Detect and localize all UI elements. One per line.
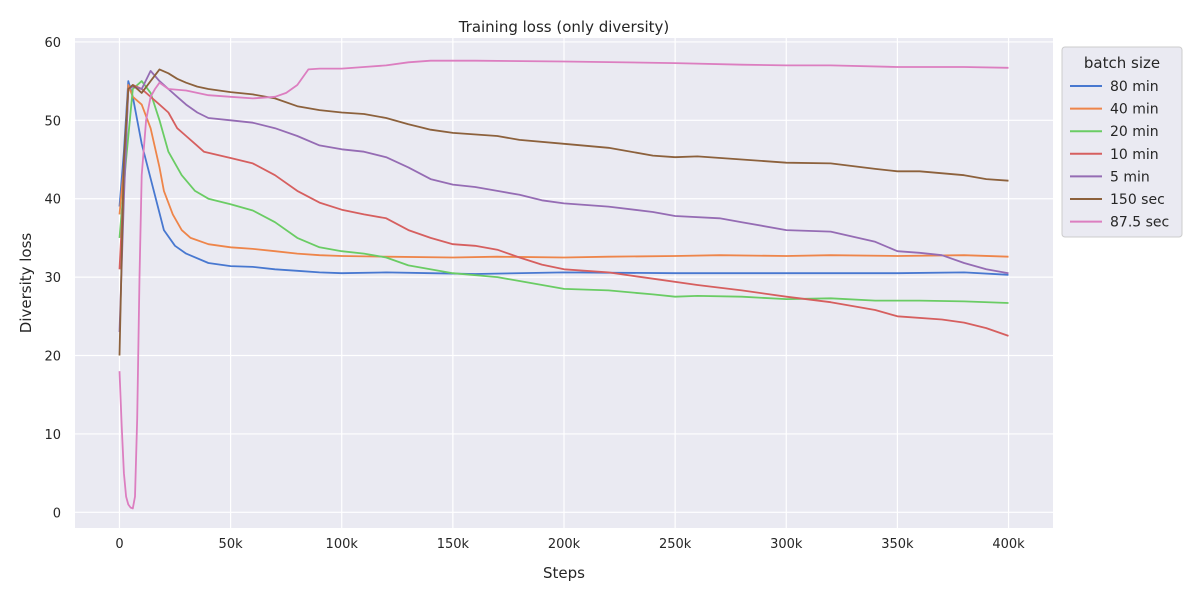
series-line-3	[118, 84, 1009, 337]
x-tick-label: 350k	[881, 537, 914, 552]
x-axis-label: Steps	[543, 564, 585, 582]
series-line-2	[118, 80, 1009, 304]
legend-label-3: 10 min	[1110, 147, 1159, 163]
y-tick-label: 0	[53, 506, 61, 521]
y-tick-label: 20	[44, 350, 61, 365]
y-tick-label: 40	[44, 193, 61, 208]
legend-label-4: 5 min	[1110, 169, 1150, 185]
grid	[75, 38, 1053, 528]
series-line-0	[118, 80, 1009, 276]
legend-title: batch size	[1084, 54, 1160, 72]
ticks: 0 50k 100k 150k 200k 250k 300k 350k 400k 0 10 20 30 4…	[44, 36, 1025, 552]
y-tick-label: 60	[44, 36, 61, 51]
legend-label-2: 20 min	[1110, 124, 1159, 140]
x-tick-label: 50k	[219, 537, 244, 552]
x-tick-label: 150k	[437, 537, 470, 552]
x-tick-label: 0	[115, 537, 123, 552]
x-tick-label: 200k	[548, 537, 581, 552]
x-tick-label: 100k	[326, 537, 359, 552]
y-tick-label: 50	[44, 114, 61, 129]
x-tick-label: 300k	[770, 537, 803, 552]
legend-label-1: 40 min	[1110, 102, 1159, 118]
series-line-6	[118, 59, 1009, 510]
legend-label-5: 150 sec	[1110, 192, 1165, 208]
x-tick-label: 250k	[659, 537, 692, 552]
legend-items: 80 min 40 min 20 min 10 min 5 min 150 sec 87.5…	[1070, 79, 1169, 231]
legend-box	[1061, 46, 1183, 238]
series-line-5	[118, 68, 1009, 356]
legend-label-0: 80 min	[1110, 79, 1159, 95]
legend-label-6: 87.5 sec	[1110, 215, 1169, 231]
series-layer	[118, 59, 1009, 510]
series-line-1	[118, 84, 1009, 259]
y-tick-label: 30	[44, 271, 61, 286]
y-tick-label: 10	[44, 428, 61, 443]
chart-title: Training loss (only diversity)	[458, 18, 670, 36]
legend: batch size 80 min 40 min 20 min 10 min 5 min…	[1061, 46, 1183, 238]
x-tick-label: 400k	[992, 537, 1025, 552]
y-axis-label: Diversity loss	[17, 233, 35, 334]
